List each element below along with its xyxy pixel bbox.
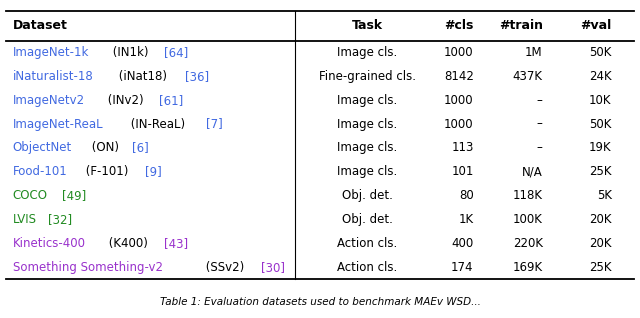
Text: –: – (537, 118, 543, 130)
Text: #train: #train (499, 19, 543, 32)
Text: Action cls.: Action cls. (337, 237, 397, 250)
Text: 174: 174 (451, 260, 474, 273)
Text: [49]: [49] (61, 189, 86, 202)
Text: Image cls.: Image cls. (337, 118, 397, 130)
Text: #val: #val (580, 19, 612, 32)
Text: 25K: 25K (589, 260, 612, 273)
Text: #cls: #cls (444, 19, 474, 32)
Text: [7]: [7] (205, 118, 222, 130)
Text: 24K: 24K (589, 70, 612, 83)
Text: ImageNet-ReaL: ImageNet-ReaL (13, 118, 103, 130)
Text: Table 1: Evaluation datasets used to benchmark MAEv WSD...: Table 1: Evaluation datasets used to ben… (159, 297, 481, 308)
Text: Food-101: Food-101 (13, 165, 67, 178)
Text: 113: 113 (451, 142, 474, 154)
Text: COCO: COCO (13, 189, 47, 202)
Text: LVIS: LVIS (13, 213, 36, 226)
Text: Image cls.: Image cls. (337, 142, 397, 154)
Text: 80: 80 (459, 189, 474, 202)
Text: 20K: 20K (589, 213, 612, 226)
Text: Image cls.: Image cls. (337, 165, 397, 178)
Text: 100K: 100K (513, 213, 543, 226)
Text: 8142: 8142 (444, 70, 474, 83)
Text: 50K: 50K (589, 118, 612, 130)
Text: Dataset: Dataset (13, 19, 68, 32)
Text: 25K: 25K (589, 165, 612, 178)
Text: 1K: 1K (458, 213, 474, 226)
Text: 437K: 437K (513, 70, 543, 83)
Text: Something Something-v2: Something Something-v2 (13, 260, 163, 273)
Text: 20K: 20K (589, 237, 612, 250)
Text: ImageNetv2: ImageNetv2 (13, 94, 84, 107)
Text: 169K: 169K (513, 260, 543, 273)
Text: [36]: [36] (185, 70, 209, 83)
Text: (K400): (K400) (105, 237, 152, 250)
Text: Kinetics-400: Kinetics-400 (13, 237, 86, 250)
Text: 1000: 1000 (444, 118, 474, 130)
Text: [64]: [64] (164, 46, 188, 59)
Text: (F-101): (F-101) (82, 165, 132, 178)
Text: Image cls.: Image cls. (337, 94, 397, 107)
Text: [43]: [43] (164, 237, 188, 250)
Text: (INv2): (INv2) (104, 94, 147, 107)
Text: [32]: [32] (48, 213, 72, 226)
Text: 10K: 10K (589, 94, 612, 107)
Text: Obj. det.: Obj. det. (342, 213, 392, 226)
Text: 1000: 1000 (444, 46, 474, 59)
Text: [61]: [61] (159, 94, 183, 107)
Text: Fine-grained cls.: Fine-grained cls. (319, 70, 415, 83)
Text: [9]: [9] (145, 165, 162, 178)
Text: (SSv2): (SSv2) (202, 260, 248, 273)
Text: (IN1k): (IN1k) (109, 46, 152, 59)
Text: Action cls.: Action cls. (337, 260, 397, 273)
Text: 5K: 5K (596, 189, 612, 202)
Text: N/A: N/A (522, 165, 543, 178)
Text: iNaturalist-18: iNaturalist-18 (13, 70, 93, 83)
Text: [30]: [30] (260, 260, 285, 273)
Text: –: – (537, 142, 543, 154)
Text: Obj. det.: Obj. det. (342, 189, 392, 202)
Text: (IN-ReaL): (IN-ReaL) (127, 118, 189, 130)
Text: Task: Task (351, 19, 383, 32)
Text: 118K: 118K (513, 189, 543, 202)
Text: –: – (537, 94, 543, 107)
Text: 19K: 19K (589, 142, 612, 154)
Text: [6]: [6] (132, 142, 148, 154)
Text: 400: 400 (451, 237, 474, 250)
Text: 220K: 220K (513, 237, 543, 250)
Text: (ON): (ON) (88, 142, 122, 154)
Text: ImageNet-1k: ImageNet-1k (13, 46, 89, 59)
Text: ObjectNet: ObjectNet (13, 142, 72, 154)
Text: Image cls.: Image cls. (337, 46, 397, 59)
Text: 1000: 1000 (444, 94, 474, 107)
Text: 1M: 1M (525, 46, 543, 59)
Text: 101: 101 (451, 165, 474, 178)
Text: (iNat18): (iNat18) (115, 70, 170, 83)
Text: 50K: 50K (589, 46, 612, 59)
